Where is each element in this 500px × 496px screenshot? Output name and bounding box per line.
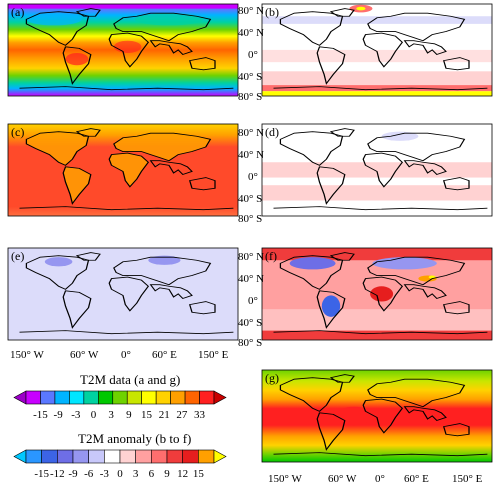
panel-e: (e) — [7, 247, 239, 341]
colorbar-cell — [83, 390, 99, 405]
lat-tick: 80° S — [238, 337, 262, 349]
colorbar-tick-label: -3 — [100, 468, 110, 480]
colorbar-cell — [69, 390, 85, 405]
lat-axis-f: 80° N 40° N 0° 40° S 80° S — [238, 251, 264, 349]
lon-tick: 150° E — [452, 473, 483, 485]
lat-tick: 40° S — [238, 317, 262, 329]
panel-letter: (b) — [265, 5, 279, 19]
lat-tick: 0° — [248, 49, 258, 61]
colorbar-cell — [54, 390, 70, 405]
lat-axis-d: 80° N 40° N 0° 40° S 80° S — [238, 127, 264, 225]
colorbar-tick-label: 15 — [141, 409, 153, 421]
colorbar-tick-label: -9 — [54, 409, 64, 421]
colorbar-title: T2M anomaly (b to f) — [78, 431, 191, 446]
lon-axis-left: 150° W 60° W 0° 60° E 150° E — [10, 349, 229, 361]
colorbar-tick-label: -6 — [84, 468, 94, 480]
lat-tick: 40° N — [238, 149, 264, 161]
colorbar-tick-label: 6 — [149, 468, 155, 480]
lat-tick: 80° N — [238, 127, 264, 139]
colorbar-cell — [199, 390, 215, 405]
colorbar-tick-label: -9 — [68, 468, 78, 480]
lat-axis-b: 80° N 40° N 0° 40° S 80° S — [238, 5, 264, 103]
colorbar-cell — [25, 449, 42, 464]
colorbar-tick-label: 15 — [193, 468, 205, 480]
colorbar-cell — [40, 390, 56, 405]
panel-a: (a) — [7, 3, 239, 97]
panel-letter: (f) — [265, 249, 277, 263]
panel-letter: (e) — [11, 249, 24, 263]
colorbar-cell — [57, 449, 74, 464]
colorbar-cell — [112, 390, 128, 405]
lon-tick: 150° W — [10, 349, 44, 361]
panel-letter: (c) — [11, 125, 24, 139]
colorbar-cell — [182, 449, 199, 464]
lon-tick: 60° W — [70, 349, 99, 361]
colorbar-tick-label: 12 — [177, 468, 188, 480]
lat-tick: 80° N — [238, 5, 264, 17]
panel-letter: (g) — [265, 371, 279, 385]
lon-tick: 150° W — [268, 473, 302, 485]
colorbar-tick-label: 21 — [159, 409, 170, 421]
colorbar-cell — [184, 390, 200, 405]
colorbar-tick-label: 3 — [133, 468, 139, 480]
colorbar-anomaly: T2M anomaly (b to f) -15 -12 -9 -6 -3 0 3 6 9 12 1… — [13, 431, 227, 480]
colorbar-cell — [151, 449, 168, 464]
colorbar-tick-label: 0 — [91, 409, 97, 421]
colorbar-tick-label: -12 — [50, 468, 65, 480]
colorbar-cell — [166, 449, 183, 464]
colorbar-cell — [98, 390, 114, 405]
lat-tick: 0° — [248, 171, 258, 183]
panel-c: (c) — [7, 123, 239, 217]
colorbar-extend-low — [13, 449, 27, 464]
lat-tick: 40° N — [238, 27, 264, 39]
lat-tick: 40° N — [238, 273, 264, 285]
colorbar-tick-label: -15 — [34, 468, 49, 480]
colorbar-cell — [72, 449, 89, 464]
colorbar-cell — [198, 449, 215, 464]
colorbar-extend-high — [213, 390, 227, 405]
colorbar-title: T2M data (a and g) — [80, 372, 180, 387]
panel-letter: (a) — [11, 5, 24, 19]
colorbar-tick-label: 33 — [194, 409, 206, 421]
panel-letter: (d) — [265, 125, 279, 139]
colorbar-tick-label: 0 — [117, 468, 123, 480]
lat-tick: 0° — [248, 295, 258, 307]
colorbar-cell — [141, 390, 157, 405]
lon-tick: 60° W — [328, 473, 357, 485]
lat-tick: 40° S — [238, 71, 262, 83]
lon-tick: 0° — [121, 349, 131, 361]
panel-g: (g) — [261, 369, 493, 463]
panel-b: (b) — [261, 3, 493, 97]
lon-axis-right: 150° W 60° W 0° 60° E 150° E — [268, 473, 483, 485]
colorbar-cell — [104, 449, 121, 464]
colorbar-cell — [41, 449, 58, 464]
colorbar-extend-low — [13, 390, 27, 405]
colorbar-tick-label: 9 — [164, 468, 170, 480]
colorbar-cell — [88, 449, 105, 464]
colorbar-tick-label: -15 — [33, 409, 48, 421]
lat-tick: 80° N — [238, 251, 264, 263]
lon-tick: 60° E — [404, 473, 429, 485]
colorbar-cell — [25, 390, 41, 405]
lon-tick: 60° E — [152, 349, 177, 361]
lon-tick: 150° E — [198, 349, 229, 361]
colorbar-tick-label: 9 — [126, 409, 132, 421]
colorbar-cell — [126, 390, 142, 405]
colorbar-tick-label: -3 — [71, 409, 81, 421]
lat-tick: 40° S — [238, 193, 262, 205]
colorbar-cell — [119, 449, 136, 464]
lon-tick: 0° — [375, 473, 385, 485]
colorbar-cell — [135, 449, 152, 464]
colorbar-tick-label: 3 — [108, 409, 114, 421]
panel-f: (f) — [261, 247, 493, 341]
colorbar-tick-label: 27 — [176, 409, 188, 421]
colorbar-data: T2M data (a and g) -15 -9 -3 0 3 9 15 21 27 33 — [13, 372, 227, 421]
colorbar-cell — [155, 390, 171, 405]
lat-tick: 80° S — [238, 91, 262, 103]
panel-d: (d) — [261, 123, 493, 217]
colorbar-extend-high — [213, 449, 227, 464]
lat-tick: 80° S — [238, 213, 262, 225]
colorbar-cell — [170, 390, 186, 405]
